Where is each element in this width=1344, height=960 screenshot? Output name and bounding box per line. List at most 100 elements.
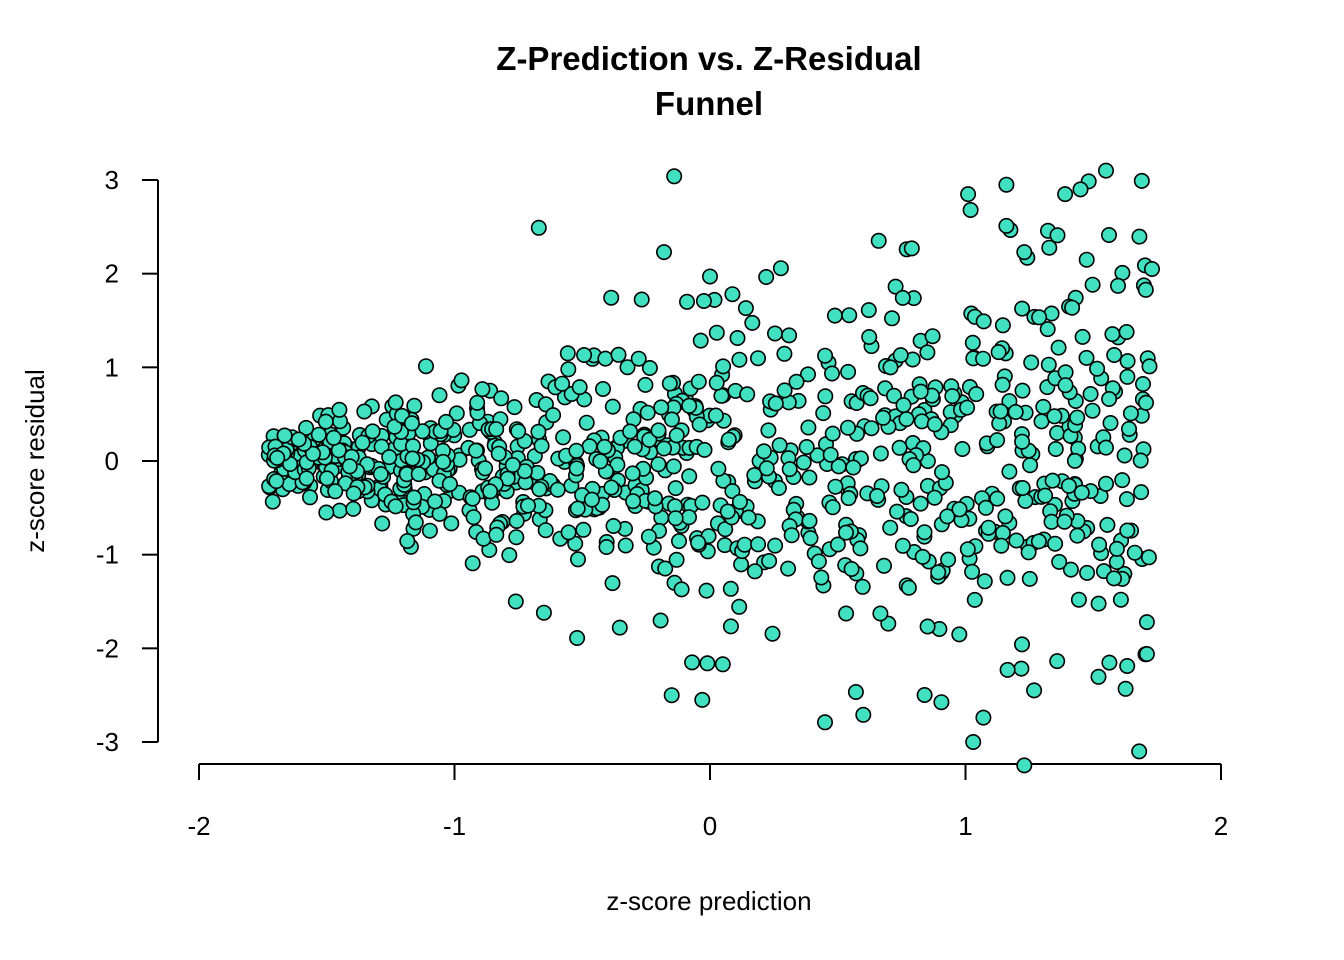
data-point [1119, 657, 1136, 674]
chart-subtitle: Funnel [655, 85, 763, 122]
data-point [690, 373, 707, 390]
data-point [813, 569, 830, 586]
data-point [531, 481, 548, 498]
data-point [594, 380, 611, 397]
data-point [530, 423, 547, 440]
data-point [960, 186, 977, 203]
data-point [1138, 394, 1155, 411]
data-point [707, 407, 724, 424]
data-point [655, 244, 672, 261]
data-point [405, 489, 422, 506]
data-point [1104, 326, 1121, 343]
data-point [604, 398, 621, 415]
data-point [372, 466, 389, 483]
data-point [838, 605, 855, 622]
data-point [331, 502, 348, 519]
data-point [694, 691, 711, 708]
data-point [597, 350, 614, 367]
y-axis-label: z-score residual [20, 369, 50, 553]
data-point [708, 374, 725, 391]
data-point [1101, 227, 1118, 244]
data-point [701, 268, 718, 285]
data-point [1121, 420, 1138, 437]
data-point [510, 423, 527, 440]
data-point [504, 456, 521, 473]
data-point [661, 375, 678, 392]
data-point [885, 387, 902, 404]
data-point [717, 521, 734, 538]
data-point [1014, 433, 1031, 450]
data-point [1013, 660, 1030, 677]
data-point [639, 404, 656, 421]
data-point [891, 439, 908, 456]
data-point [508, 512, 525, 529]
data-point [653, 399, 670, 416]
data-point [975, 709, 992, 726]
data-point [657, 560, 674, 577]
data-point [1126, 544, 1143, 561]
data-point [414, 423, 431, 440]
data-point [1131, 743, 1148, 760]
data-point [310, 426, 327, 443]
data-point [381, 449, 398, 466]
data-point [530, 219, 547, 236]
data-point [902, 510, 919, 527]
data-point [999, 661, 1016, 678]
data-point [668, 427, 685, 444]
data-point [549, 481, 566, 498]
data-point [1122, 405, 1139, 422]
data-point [469, 394, 486, 411]
data-point [914, 548, 931, 565]
data-point [1016, 244, 1033, 261]
data-point [951, 501, 968, 518]
data-point [977, 499, 994, 516]
y-tick-label: 3 [105, 165, 119, 195]
data-point [692, 332, 709, 349]
data-point [722, 618, 739, 635]
data-point [1070, 591, 1087, 608]
data-point [684, 654, 701, 671]
data-point [887, 278, 904, 295]
data-point [694, 494, 711, 511]
data-point [1014, 300, 1031, 317]
data-point [298, 470, 315, 487]
data-point [780, 560, 797, 577]
data-point [1119, 353, 1136, 370]
data-point [1098, 162, 1115, 179]
data-point [980, 519, 997, 536]
data-point [1106, 570, 1123, 587]
data-point [1118, 323, 1135, 340]
data-point [1133, 484, 1150, 501]
data-point [761, 552, 778, 569]
data-point [1007, 403, 1024, 420]
data-point [403, 415, 420, 432]
data-point [575, 521, 592, 538]
data-point [581, 438, 598, 455]
data-point [810, 553, 827, 570]
data-point [847, 683, 864, 700]
data-point [583, 491, 600, 508]
data-point [817, 388, 834, 405]
data-point [724, 286, 741, 303]
data-point [318, 504, 335, 521]
data-point [681, 468, 698, 485]
data-point [1079, 564, 1096, 581]
data-point [610, 346, 627, 363]
data-point [555, 429, 572, 446]
data-point [1119, 368, 1136, 385]
data-point [1037, 487, 1054, 504]
chart-title: Z-Prediction vs. Z-Residual [496, 40, 921, 77]
data-point [624, 465, 641, 482]
data-point [691, 416, 708, 433]
data-point [569, 551, 586, 568]
data-point [872, 605, 889, 622]
data-point [1098, 475, 1115, 492]
data-point [766, 325, 783, 342]
data-point [976, 573, 993, 590]
data-point [667, 510, 684, 527]
data-point [993, 537, 1010, 554]
data-point [912, 383, 929, 400]
data-point [680, 509, 697, 526]
data-point [1049, 227, 1066, 244]
data-point [568, 442, 585, 459]
